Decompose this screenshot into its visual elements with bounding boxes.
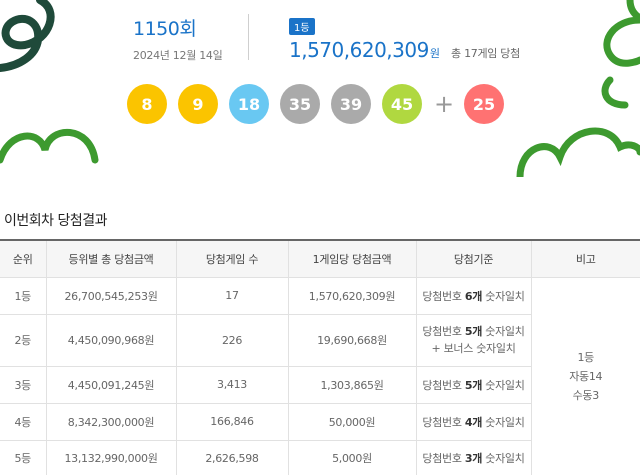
cell-rank: 3등 (0, 366, 46, 404)
cell-per-game: 1,570,620,309원 (287, 277, 416, 315)
decoration-sprout-right-icon (601, 0, 640, 109)
decoration-swirl-left-icon (0, 0, 55, 72)
cell-rank: 2등 (0, 314, 46, 367)
header-total: 등위별 총 당첨금액 (45, 240, 176, 278)
cell-criteria: 당첨번호 5개 숫자일치 + 보너스 숫자일치 (415, 314, 531, 367)
cell-total: 26,700,545,253원 (45, 277, 176, 315)
table-row: 4등 8,342,300,000원 166,846 50,000원 당첨번호 4… (0, 403, 640, 441)
cell-total: 8,342,300,000원 (45, 403, 176, 441)
cell-note: 1등 자동14 수동3 (530, 277, 640, 475)
cell-total: 13,132,990,000원 (45, 440, 176, 475)
divider (248, 14, 249, 60)
decoration-cloud-right-icon (516, 127, 640, 177)
cell-rank: 4등 (0, 403, 46, 441)
cell-games: 3,413 (175, 366, 288, 404)
cell-criteria: 당첨번호 3개 숫자일치 (415, 440, 531, 475)
decoration-cloud-left-icon (0, 128, 99, 164)
table-row: 3등 4,450,091,245원 3,413 1,303,865원 당첨번호 … (0, 366, 640, 404)
ball: 39 (331, 84, 371, 124)
cell-criteria: 당첨번호 4개 숫자일치 (415, 403, 531, 441)
ball: 9 (178, 84, 218, 124)
cell-criteria: 당첨번호 5개 숫자일치 (415, 366, 531, 404)
first-prize-games: 총 17게임 당첨 (451, 47, 520, 60)
cell-games: 226 (175, 314, 288, 367)
bonus-ball: 25 (464, 84, 504, 124)
first-prize-amount: 1,570,620,309 (289, 38, 429, 62)
first-prize-info: 1등 1,570,620,309원 총 17게임 당첨 (289, 16, 520, 62)
first-prize-unit: 원 (429, 47, 440, 60)
cell-per-game: 1,303,865원 (287, 366, 416, 404)
draw-round: 1150회 (133, 18, 197, 40)
cell-per-game: 50,000원 (287, 403, 416, 441)
plus-icon: + (433, 90, 455, 118)
table-header-row: 순위 등위별 총 당첨금액 당첨게임 수 1게임당 당첨금액 당첨기준 비고 (0, 240, 640, 278)
table-row: 2등 4,450,090,968원 226 19,690,668원 당첨번호 5… (0, 314, 640, 367)
winning-numbers: 8 9 18 35 39 45 + 25 (127, 84, 515, 124)
results-table: 순위 등위별 총 당첨금액 당첨게임 수 1게임당 당첨금액 당첨기준 비고 1… (0, 239, 640, 475)
header-games: 당첨게임 수 (175, 240, 288, 278)
cell-criteria: 당첨번호 6개 숫자일치 (415, 277, 531, 315)
cell-rank: 1등 (0, 277, 46, 315)
cell-total: 4,450,091,245원 (45, 366, 176, 404)
section-title: 이번회차 당첨결과 (4, 213, 108, 229)
ball: 8 (127, 84, 167, 124)
rank-badge: 1등 (289, 18, 315, 35)
header-note: 비고 (530, 240, 640, 278)
ball: 18 (229, 84, 269, 124)
draw-info: 1150회 2024년 12월 14일 (133, 14, 223, 63)
draw-date: 2024년 12월 14일 (133, 49, 223, 62)
cell-per-game: 19,690,668원 (287, 314, 416, 367)
header-rank: 순위 (0, 240, 46, 278)
ball: 45 (382, 84, 422, 124)
cell-games: 2,626,598 (175, 440, 288, 475)
header-criteria: 당첨기준 (415, 240, 531, 278)
ball: 35 (280, 84, 320, 124)
cell-games: 166,846 (175, 403, 288, 441)
cell-games: 17 (175, 277, 288, 315)
cell-total: 4,450,090,968원 (45, 314, 176, 367)
cell-rank: 5등 (0, 440, 46, 475)
cell-per-game: 5,000원 (287, 440, 416, 475)
header-per-game: 1게임당 당첨금액 (287, 240, 416, 278)
table-row: 1등 26,700,545,253원 17 1,570,620,309원 당첨번… (0, 277, 640, 475)
table-row: 5등 13,132,990,000원 2,626,598 5,000원 당첨번호… (0, 440, 640, 475)
